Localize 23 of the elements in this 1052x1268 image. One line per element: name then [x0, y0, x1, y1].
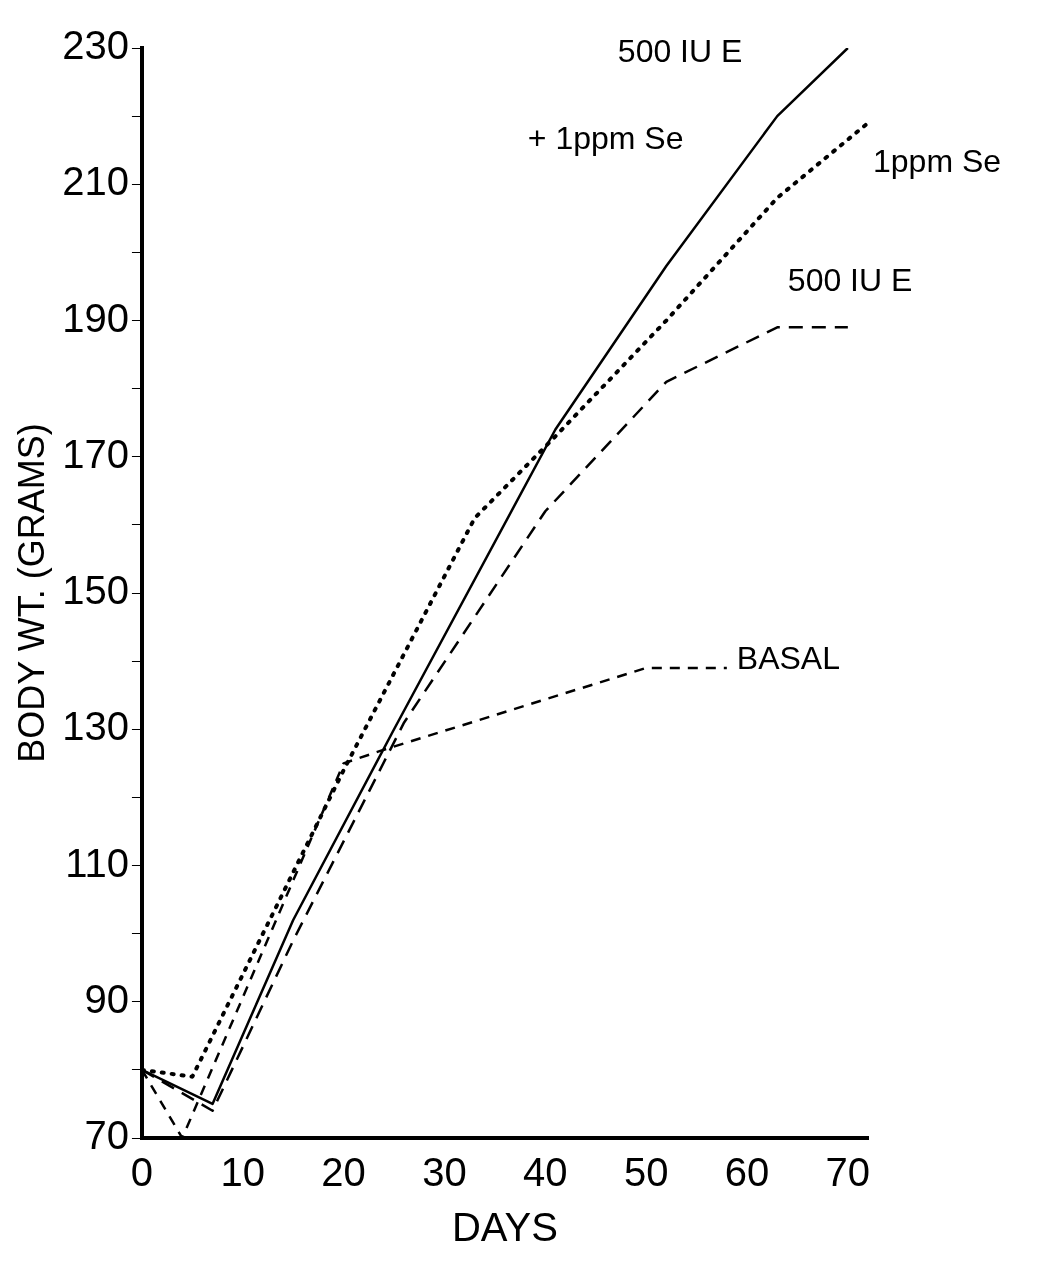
y-tick-label: 190 — [62, 295, 129, 340]
y-tick-label: 110 — [65, 840, 129, 885]
y-tick-label: 210 — [62, 159, 129, 204]
y-tick-label: 90 — [84, 976, 129, 1021]
x-tick-label: 40 — [523, 1150, 568, 1195]
x-tick-label: 70 — [825, 1150, 871, 1195]
y-axis-title: BODY WT. (GRAMS) — [10, 423, 52, 763]
x-tick-label: 30 — [422, 1150, 467, 1195]
x-axis-title: DAYS — [451, 1205, 558, 1250]
y-tick-label: 230 — [62, 23, 129, 68]
series-label: 500 IU E — [787, 262, 913, 299]
y-tick-label: 150 — [62, 568, 129, 613]
x-tick-label: 0 — [130, 1150, 154, 1195]
x-tick-label: 50 — [623, 1150, 669, 1195]
y-tick-label: 170 — [62, 431, 129, 476]
x-tick-label: 20 — [321, 1150, 366, 1195]
x-tick-label: 60 — [724, 1150, 770, 1195]
y-tick-label: 130 — [62, 704, 129, 749]
x-tick-label: 10 — [220, 1150, 266, 1195]
text: 500 IU E + 1ppm Se — [527, 32, 743, 156]
series-label: BASAL — [736, 639, 840, 676]
series-label: 1ppm Se — [873, 142, 1002, 179]
y-tick-label: 70 — [84, 1113, 129, 1158]
